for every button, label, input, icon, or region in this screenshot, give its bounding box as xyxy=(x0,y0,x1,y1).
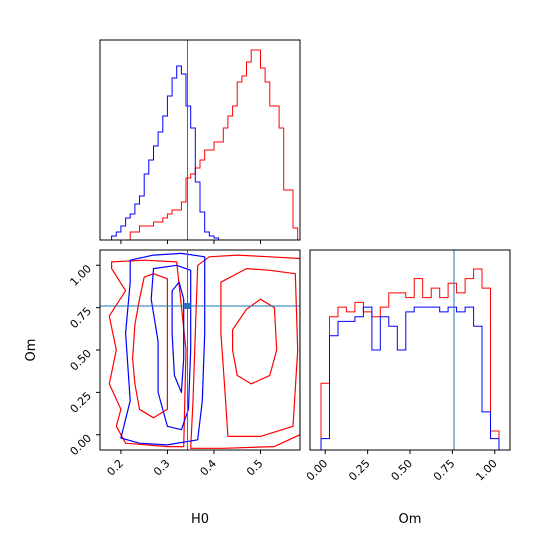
joint-ytick-label-3: 0.75 xyxy=(68,305,95,332)
contour-red-0 xyxy=(190,254,300,449)
frame-h0-marginal xyxy=(99,39,301,241)
x-axis-label-h0: H0 xyxy=(191,512,209,527)
x-axis-label-om: Om xyxy=(399,512,422,527)
contour-blue-0 xyxy=(120,252,206,446)
contour-red-3 xyxy=(108,259,187,448)
panel-om-marginal: 0.00 0.25 0.50 0.75 1.00 Om xyxy=(304,249,511,527)
joint-xtick-label-2: 0.4 xyxy=(198,457,220,479)
joint-ytick-label-2: 0.50 xyxy=(68,347,95,374)
om-marginal-xtick-label-0: 0.00 xyxy=(304,457,331,484)
contour-red-2 xyxy=(232,298,278,385)
joint-ytick-label-1: 0.25 xyxy=(68,389,95,416)
y-axis-label-om: Om xyxy=(24,339,39,362)
contour-blue-1 xyxy=(150,264,192,431)
panel-joint-contour: 0.2 0.3 0.4 0.5 0.00 0.25 0.50 0.75 1.00 H0 Om xyxy=(24,249,301,527)
contour-red-4 xyxy=(132,273,168,419)
joint-ytick-label-4: 1.00 xyxy=(68,262,95,289)
om-marginal-xtick-label-3: 0.75 xyxy=(431,457,458,484)
contour-red-1 xyxy=(220,268,299,437)
joint-xtick-label-3: 0.5 xyxy=(244,457,266,479)
histogram-series-red-om xyxy=(320,268,500,450)
contour-blue-2 xyxy=(171,281,185,393)
panel-h0-marginal xyxy=(99,39,301,244)
om-marginal-xtick-label-2: 0.50 xyxy=(389,457,416,484)
histogram-series-blue-om xyxy=(320,306,500,450)
joint-ytick-label-0: 0.00 xyxy=(68,432,95,459)
frame-om-marginal xyxy=(309,249,511,451)
joint-xtick-label-1: 0.3 xyxy=(151,457,173,479)
truth-marker xyxy=(184,303,191,309)
om-marginal-xtick-label-1: 0.25 xyxy=(346,457,373,484)
joint-xtick-label-0: 0.2 xyxy=(104,457,126,479)
om-marginal-xtick-label-4: 1.00 xyxy=(473,457,500,484)
histogram-series-red-h0 xyxy=(111,49,299,241)
